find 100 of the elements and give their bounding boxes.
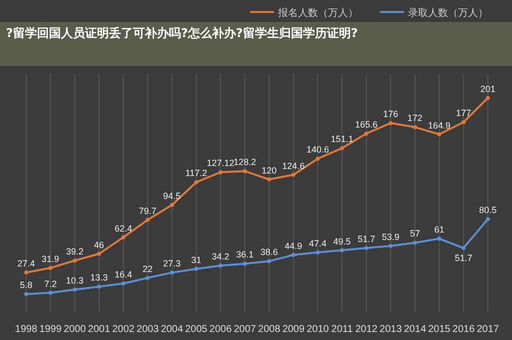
data-label: 117.2 — [185, 168, 208, 178]
point — [267, 177, 272, 182]
data-label: 79.7 — [138, 206, 156, 216]
point — [388, 244, 393, 248]
data-label: 5.8 — [20, 280, 32, 290]
data-label: 176 — [383, 109, 398, 120]
point — [146, 218, 150, 222]
data-label: 49.5 — [333, 236, 351, 246]
data-label: 57 — [410, 228, 420, 239]
x-tick-label: 2009 — [282, 324, 306, 335]
point — [146, 276, 150, 280]
point — [486, 217, 490, 222]
x-tick-label: 2014 — [404, 324, 427, 335]
x-tick-label: 2001 — [88, 324, 111, 335]
data-label: 128.2 — [234, 157, 256, 168]
data-label: 124.6 — [282, 160, 305, 171]
data-label: 177 — [456, 108, 472, 118]
x-tick-label: 2012 — [355, 324, 378, 335]
x-tick-label: 2005 — [185, 324, 208, 335]
data-label: 27.4 — [17, 258, 35, 268]
data-label: 10.3 — [66, 276, 84, 286]
point — [462, 120, 466, 124]
chart-title: ?留学回国人员证明丢了可补办吗?怎么补办?留学生归国学历证明? — [6, 25, 359, 42]
x-tick-label: 2016 — [452, 324, 476, 335]
point — [340, 248, 344, 252]
point — [121, 235, 126, 240]
point — [242, 262, 247, 266]
point — [291, 252, 296, 257]
point — [242, 169, 247, 174]
point — [291, 172, 296, 177]
data-label: 16.4 — [114, 270, 132, 280]
data-label: 47.4 — [308, 238, 327, 248]
x-tick-label: 2000 — [64, 324, 86, 335]
data-label: 127.12 — [206, 158, 234, 168]
data-label: 62.4 — [114, 223, 132, 234]
point — [194, 266, 198, 271]
point — [437, 236, 442, 241]
legend-label: 报名人数（万人） — [277, 7, 358, 19]
data-label: 172 — [407, 113, 422, 124]
data-label: 7.2 — [44, 278, 57, 289]
data-label: 140.6 — [306, 144, 330, 155]
data-label: 44.9 — [284, 240, 302, 251]
data-label: 61 — [434, 224, 444, 235]
x-tick-label: 2007 — [234, 324, 256, 335]
data-label: 51.7 — [454, 253, 472, 264]
x-tick-label: 2013 — [380, 324, 402, 335]
data-label: 39.2 — [66, 246, 84, 257]
point — [316, 156, 320, 161]
x-tick-label: 2004 — [160, 324, 184, 335]
x-tick-label: 1999 — [39, 324, 62, 335]
point — [170, 270, 174, 275]
point — [412, 240, 417, 245]
point — [97, 252, 102, 256]
point — [388, 121, 393, 126]
x-tick-label: 2017 — [476, 324, 500, 335]
point — [194, 180, 198, 184]
point — [412, 125, 417, 130]
data-label: 120 — [262, 165, 277, 176]
data-label: 53.9 — [382, 232, 400, 242]
point — [48, 266, 52, 270]
point — [121, 282, 126, 286]
point — [462, 246, 466, 250]
point — [72, 258, 77, 263]
point — [218, 170, 223, 174]
point — [97, 284, 102, 289]
x-tick-label: 1998 — [15, 324, 38, 335]
data-label: 94.5 — [163, 191, 181, 202]
x-tick-label: 2008 — [258, 324, 281, 335]
data-label: 201 — [480, 84, 496, 94]
data-label: 80.5 — [479, 205, 497, 216]
x-tick-label: 2011 — [331, 324, 354, 335]
data-label: 27.3 — [163, 258, 181, 269]
point — [24, 270, 28, 274]
point — [170, 203, 174, 208]
point — [364, 132, 368, 136]
data-label: 22 — [142, 264, 153, 274]
data-label: 165.6 — [355, 120, 378, 130]
data-label: 13.3 — [90, 272, 108, 283]
data-label: 151.1 — [330, 134, 354, 144]
data-label: 31.9 — [42, 254, 60, 264]
x-tick-label: 2003 — [136, 324, 160, 335]
point — [48, 290, 52, 295]
x-tick-label: 2010 — [306, 324, 330, 335]
data-label: 31 — [191, 254, 202, 265]
point — [72, 288, 77, 292]
data-label: 34.2 — [212, 252, 230, 262]
point — [24, 292, 28, 296]
data-label: 36.1 — [236, 250, 254, 260]
data-label: 38.6 — [260, 247, 278, 258]
point — [340, 146, 344, 150]
point — [364, 246, 368, 250]
data-label: 164.9 — [428, 120, 451, 130]
point — [267, 259, 272, 264]
data-label: 51.7 — [358, 234, 376, 244]
point — [437, 132, 442, 136]
point — [486, 96, 490, 100]
data-label: 46 — [94, 240, 104, 250]
legend-label: 录取人数（万人） — [408, 8, 488, 19]
x-tick-label: 2006 — [209, 324, 232, 335]
point — [218, 264, 223, 268]
